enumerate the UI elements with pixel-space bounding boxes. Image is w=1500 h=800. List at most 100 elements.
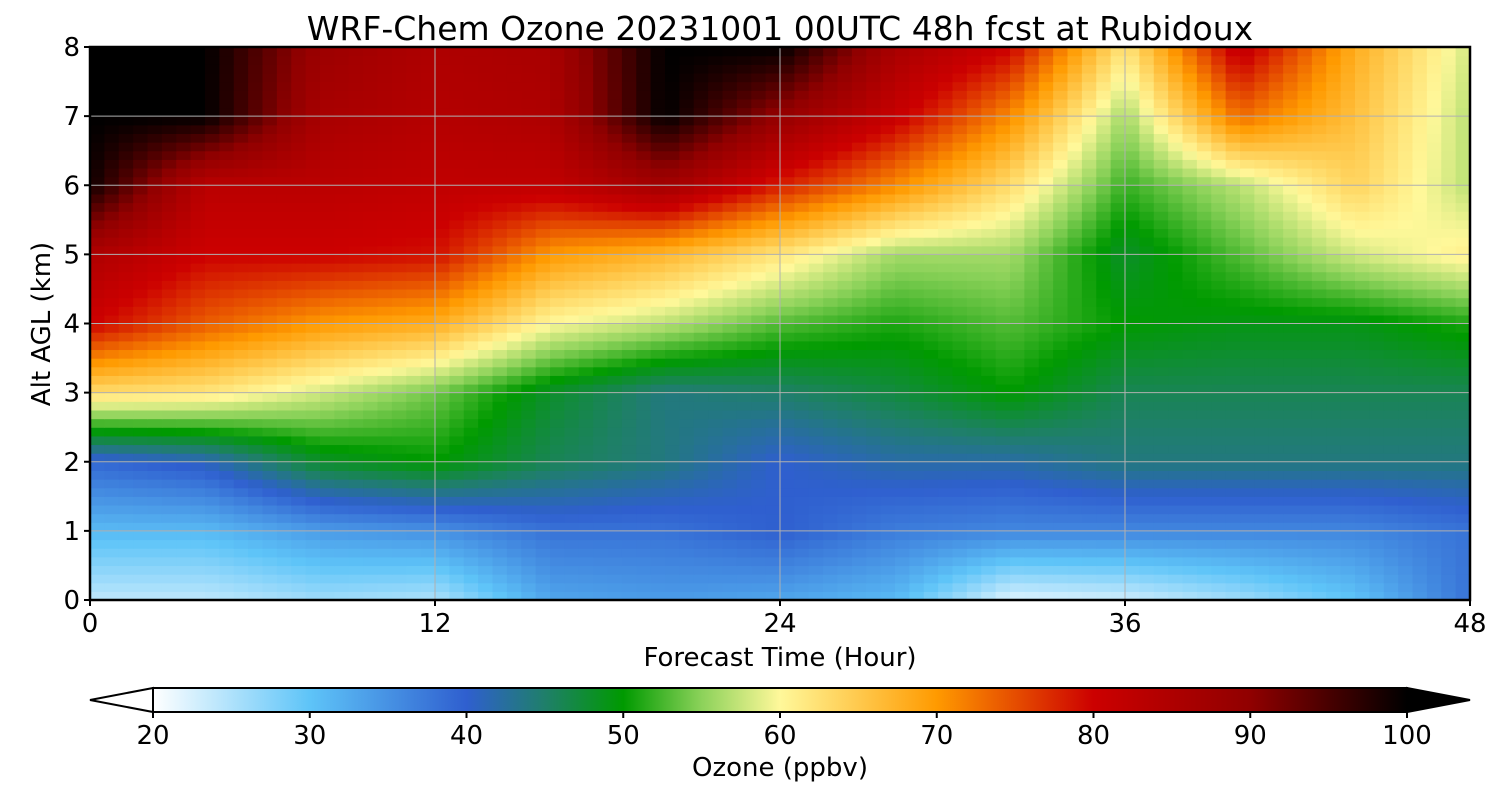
heatmap-cell	[1254, 306, 1270, 316]
heatmap-cell	[1441, 539, 1457, 549]
heatmap-cell	[952, 211, 968, 221]
heatmap-cell	[420, 453, 436, 463]
heatmap-cell	[1024, 470, 1040, 480]
heatmap-cell	[463, 245, 479, 255]
heatmap-cell	[794, 435, 810, 446]
heatmap-cell	[1182, 271, 1198, 281]
heatmap-cell	[521, 332, 537, 342]
heatmap-cell	[851, 574, 867, 584]
heatmap-cell	[708, 366, 724, 376]
heatmap-cell	[535, 479, 551, 489]
heatmap-cell	[478, 435, 494, 446]
heatmap-cell	[607, 522, 623, 532]
heatmap-cell	[1455, 530, 1470, 541]
heatmap-cell	[463, 340, 479, 351]
heatmap-cell	[808, 479, 824, 489]
heatmap-cell	[320, 530, 335, 541]
heatmap-cell	[391, 435, 407, 446]
heatmap-cell	[1081, 383, 1097, 394]
heatmap-cell	[276, 556, 292, 567]
heatmap-cell	[1240, 496, 1255, 506]
heatmap-cell	[923, 159, 939, 169]
heatmap-cell	[377, 574, 393, 584]
heatmap-cell	[104, 167, 120, 178]
heatmap-cell	[334, 591, 350, 600]
heatmap-cell	[205, 202, 220, 212]
heatmap-cell	[981, 392, 997, 402]
heatmap-cell	[535, 582, 551, 592]
heatmap-cell	[593, 461, 609, 471]
heatmap-cell	[1182, 496, 1198, 506]
heatmap-cell	[90, 358, 105, 368]
heatmap-cell	[291, 591, 307, 600]
heatmap-cell	[1153, 237, 1169, 247]
heatmap-cell	[1254, 392, 1270, 402]
heatmap-cell	[1268, 349, 1284, 359]
heatmap-cell	[233, 211, 249, 221]
heatmap-cell	[736, 332, 752, 342]
heatmap-cell	[248, 418, 264, 428]
heatmap-cell	[1268, 271, 1284, 281]
heatmap-cell	[133, 219, 149, 230]
heatmap-cell	[320, 591, 335, 600]
heatmap-cell	[377, 280, 393, 290]
heatmap-cell	[190, 159, 206, 169]
heatmap-cell	[305, 306, 321, 316]
heatmap-cell	[679, 358, 695, 368]
heatmap-cell	[866, 530, 882, 541]
heatmap-cell	[693, 565, 709, 575]
heatmap-cell	[607, 245, 623, 255]
heatmap-cell	[377, 401, 393, 411]
heatmap-cell	[190, 574, 206, 584]
heatmap-cell	[1311, 409, 1327, 420]
heatmap-cell	[823, 245, 839, 255]
heatmap-cell	[607, 556, 623, 567]
heatmap-cell	[1355, 254, 1370, 264]
heatmap-cell	[1383, 496, 1399, 506]
heatmap-cell	[1125, 288, 1140, 299]
heatmap-cell	[866, 539, 882, 549]
heatmap-cell	[621, 401, 637, 411]
heatmap-cell	[1441, 358, 1457, 368]
heatmap-cell	[722, 332, 738, 342]
heatmap-cell	[377, 254, 393, 264]
heatmap-cell	[550, 159, 565, 169]
heatmap-cell	[1182, 565, 1198, 575]
heatmap-cell	[1426, 219, 1442, 230]
heatmap-cell	[1311, 383, 1327, 394]
heatmap-cell	[219, 565, 235, 575]
heatmap-cell	[1125, 574, 1140, 584]
heatmap-cell	[909, 271, 925, 281]
heatmap-cell	[966, 513, 982, 523]
heatmap-cell	[205, 150, 220, 160]
heatmap-cell	[995, 582, 1011, 592]
heatmap-cell	[1139, 513, 1155, 523]
heatmap-cell	[708, 176, 724, 186]
heatmap-cell	[305, 548, 321, 558]
heatmap-cell	[133, 435, 149, 446]
heatmap-cell	[765, 211, 781, 221]
heatmap-cell	[636, 358, 652, 368]
heatmap-cell	[377, 375, 393, 385]
heatmap-cell	[1024, 539, 1040, 549]
heatmap-cell	[406, 332, 422, 342]
heatmap-cell	[1283, 167, 1299, 178]
heatmap-cell	[650, 453, 666, 463]
heatmap-cell	[1240, 582, 1255, 592]
heatmap-cell	[722, 504, 738, 515]
heatmap-cell	[449, 556, 465, 567]
heatmap-cell	[1024, 211, 1040, 221]
heatmap-cell	[794, 288, 810, 299]
heatmap-cell	[966, 159, 982, 169]
heatmap-cell	[262, 237, 278, 247]
heatmap-cell	[521, 409, 537, 420]
heatmap-cell	[190, 409, 206, 420]
heatmap-cell	[1369, 245, 1385, 255]
heatmap-cell	[1081, 530, 1097, 541]
heatmap-cell	[1268, 288, 1284, 299]
heatmap-cell	[1412, 237, 1428, 247]
heatmap-cell	[952, 306, 968, 316]
heatmap-cell	[435, 332, 450, 342]
heatmap-cell	[104, 444, 120, 454]
heatmap-cell	[1139, 522, 1155, 532]
